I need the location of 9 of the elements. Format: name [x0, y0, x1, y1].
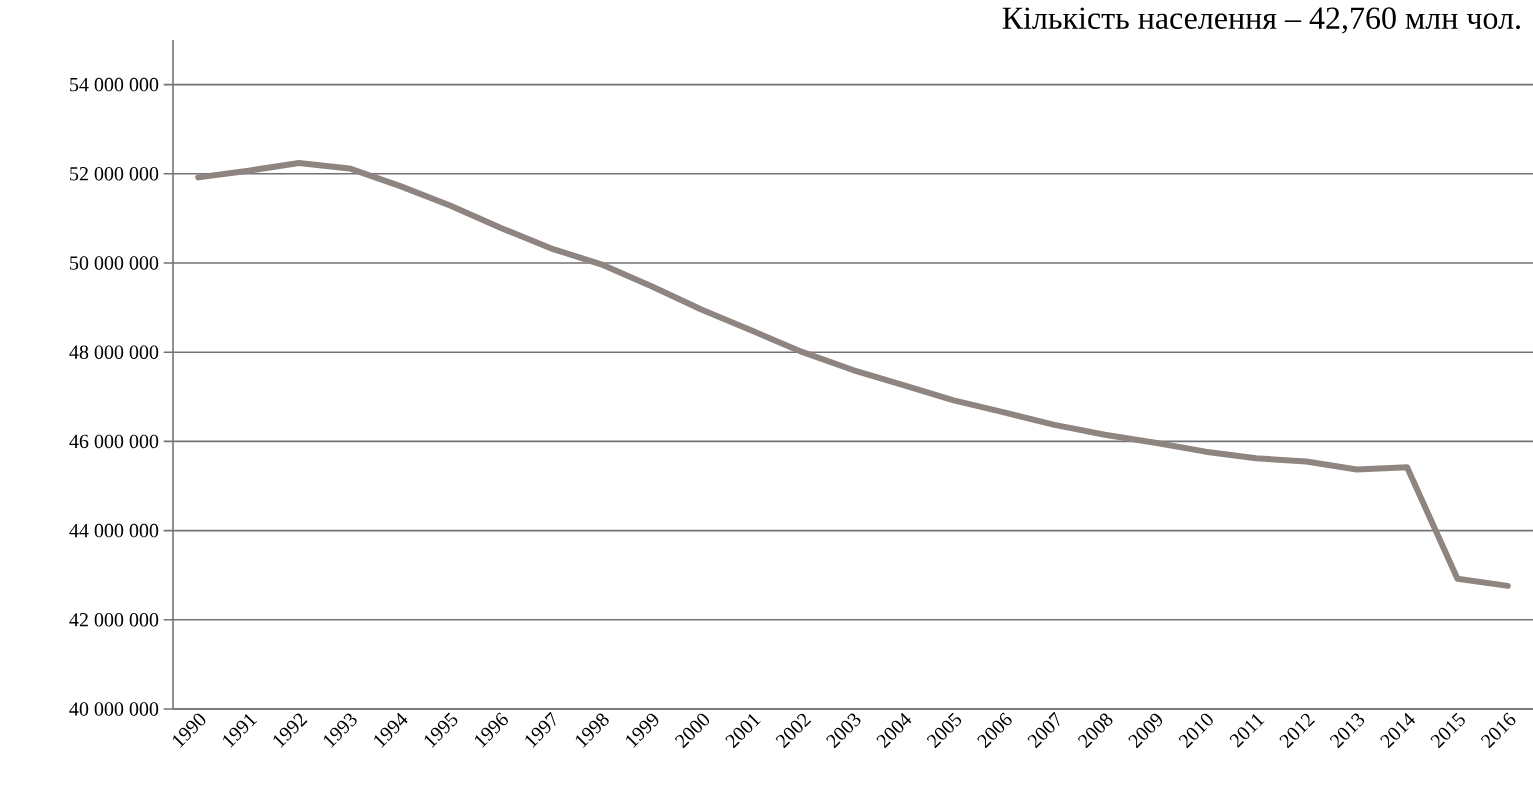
chart-title: Кількість населення – 42,760 млн чол.: [1002, 7, 1520, 34]
y-tick-label: 46 000 000: [69, 434, 159, 449]
y-tick-label: 50 000 000: [70, 256, 159, 270]
y-tick-label: 48 000 000: [69, 345, 159, 359]
y-tick-label: 40 000 000: [69, 702, 159, 716]
y-tick-label: 54 000 000: [70, 77, 159, 92]
y-tick-label: 52 000 000: [70, 167, 159, 181]
y-tick-label: 44 000 000: [69, 523, 159, 538]
y-tick-label: 42 000 000: [69, 613, 159, 627]
